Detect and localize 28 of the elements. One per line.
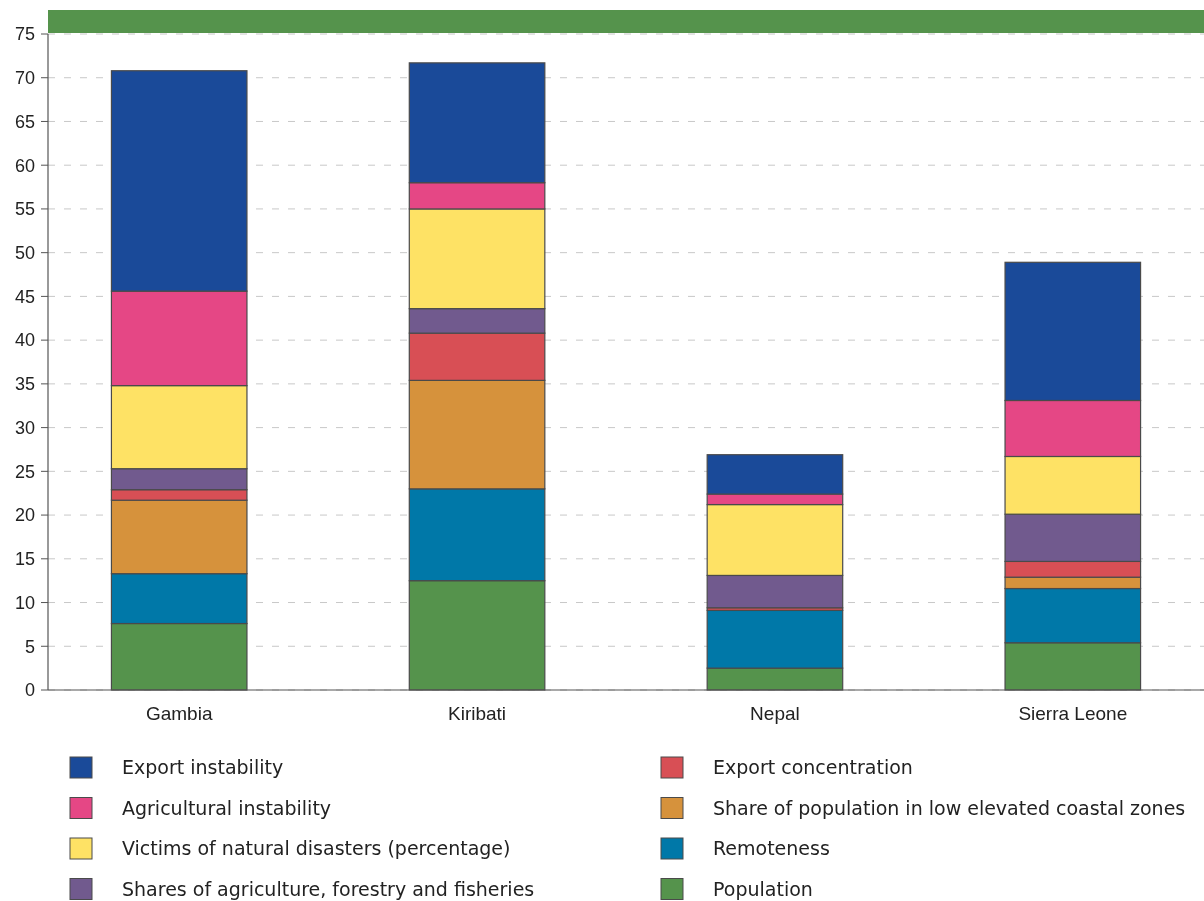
y-tick-label: 25	[14, 461, 35, 482]
x-tick-label: Kiribati	[448, 703, 507, 724]
legend-label: Share of population in low elevated coastal zones	[713, 796, 1186, 819]
x-tick-label: Nepal	[750, 703, 800, 724]
y-tick-label: 0	[24, 680, 35, 701]
y-tick-label: 45	[14, 286, 35, 307]
legend-label: Agricultural instability	[122, 796, 332, 819]
y-tick-label: 15	[14, 549, 35, 570]
y-tick-label: 35	[14, 374, 35, 395]
legend-label: Shares of agriculture, forestry and fisheries	[122, 877, 535, 900]
y-tick-label: 30	[14, 417, 35, 438]
y-tick-label: 50	[14, 242, 35, 263]
y-tick-label: 55	[14, 199, 35, 220]
legend-label: Victims of natural disasters (percentage)	[122, 837, 511, 859]
legend-label: Export concentration	[713, 756, 913, 778]
y-tick-label: 5	[24, 636, 35, 657]
y-tick-label: 65	[14, 111, 35, 132]
y-tick-label: 40	[14, 330, 35, 351]
y-tick-label: 20	[14, 505, 35, 526]
legend-label: Population	[713, 877, 813, 900]
y-tick-label: 10	[14, 592, 35, 613]
y-tick-label: 60	[14, 155, 35, 176]
x-tick-label: Sierra Leone	[1018, 703, 1128, 724]
y-tick-label: 75	[14, 24, 35, 45]
legend-label: Remoteness	[713, 837, 830, 859]
legend-label: Export instability	[122, 756, 284, 778]
y-tick-label: 70	[14, 68, 35, 89]
x-tick-label: Gambia	[145, 703, 213, 724]
